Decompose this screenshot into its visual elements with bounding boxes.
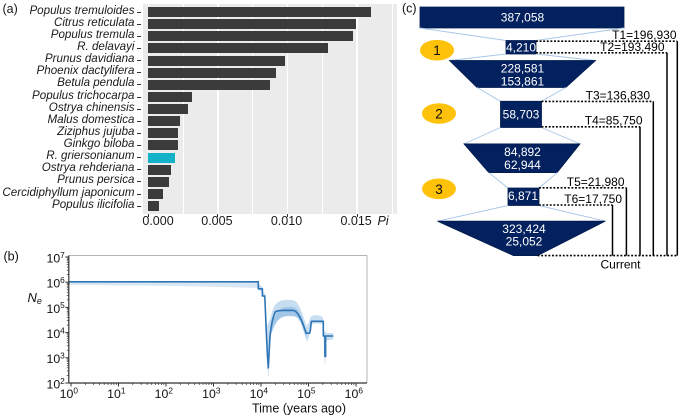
svg-text:101: 101 (107, 386, 126, 402)
svg-text:T3=136,830: T3=136,830 (586, 88, 651, 102)
svg-text:58,703: 58,703 (503, 108, 540, 122)
svg-text:84,892: 84,892 (504, 145, 541, 159)
svg-text:62,944: 62,944 (504, 158, 541, 172)
svg-text:153,861: 153,861 (501, 75, 545, 89)
svg-text:323,424: 323,424 (502, 222, 546, 236)
svg-text:105: 105 (46, 300, 65, 316)
svg-text:3: 3 (435, 182, 443, 197)
svg-text:102: 102 (155, 386, 174, 402)
svg-text:228,581: 228,581 (501, 62, 545, 76)
svg-text:T2=193,490: T2=193,490 (600, 40, 665, 54)
svg-text:2: 2 (435, 107, 443, 122)
svg-text:1: 1 (433, 43, 441, 58)
svg-text:25,052: 25,052 (506, 235, 543, 249)
svg-text:(b): (b) (4, 250, 19, 264)
svg-text:104: 104 (250, 386, 269, 402)
svg-text:T5=21,980: T5=21,980 (567, 175, 625, 189)
svg-text:104: 104 (46, 325, 65, 341)
svg-text:Current: Current (600, 257, 641, 271)
svg-text:106: 106 (46, 275, 65, 291)
svg-text:6,871: 6,871 (508, 189, 538, 203)
svg-text:107: 107 (46, 250, 65, 266)
svg-text:103: 103 (46, 351, 65, 367)
svg-text:105: 105 (297, 386, 316, 402)
svg-text:T6=17,750: T6=17,750 (564, 192, 622, 206)
svg-text:4,210: 4,210 (506, 41, 536, 55)
svg-text:106: 106 (345, 386, 364, 402)
svg-text:387,058: 387,058 (501, 11, 545, 25)
svg-text:T1=196,930: T1=196,930 (612, 28, 677, 42)
svg-text:T4=85,750: T4=85,750 (585, 114, 643, 128)
svg-text:103: 103 (202, 386, 221, 402)
svg-text:100: 100 (60, 386, 79, 402)
svg-text:Time (years ago): Time (years ago) (252, 402, 346, 416)
svg-text:(c): (c) (402, 1, 417, 15)
svg-text:Ne: Ne (28, 290, 42, 306)
